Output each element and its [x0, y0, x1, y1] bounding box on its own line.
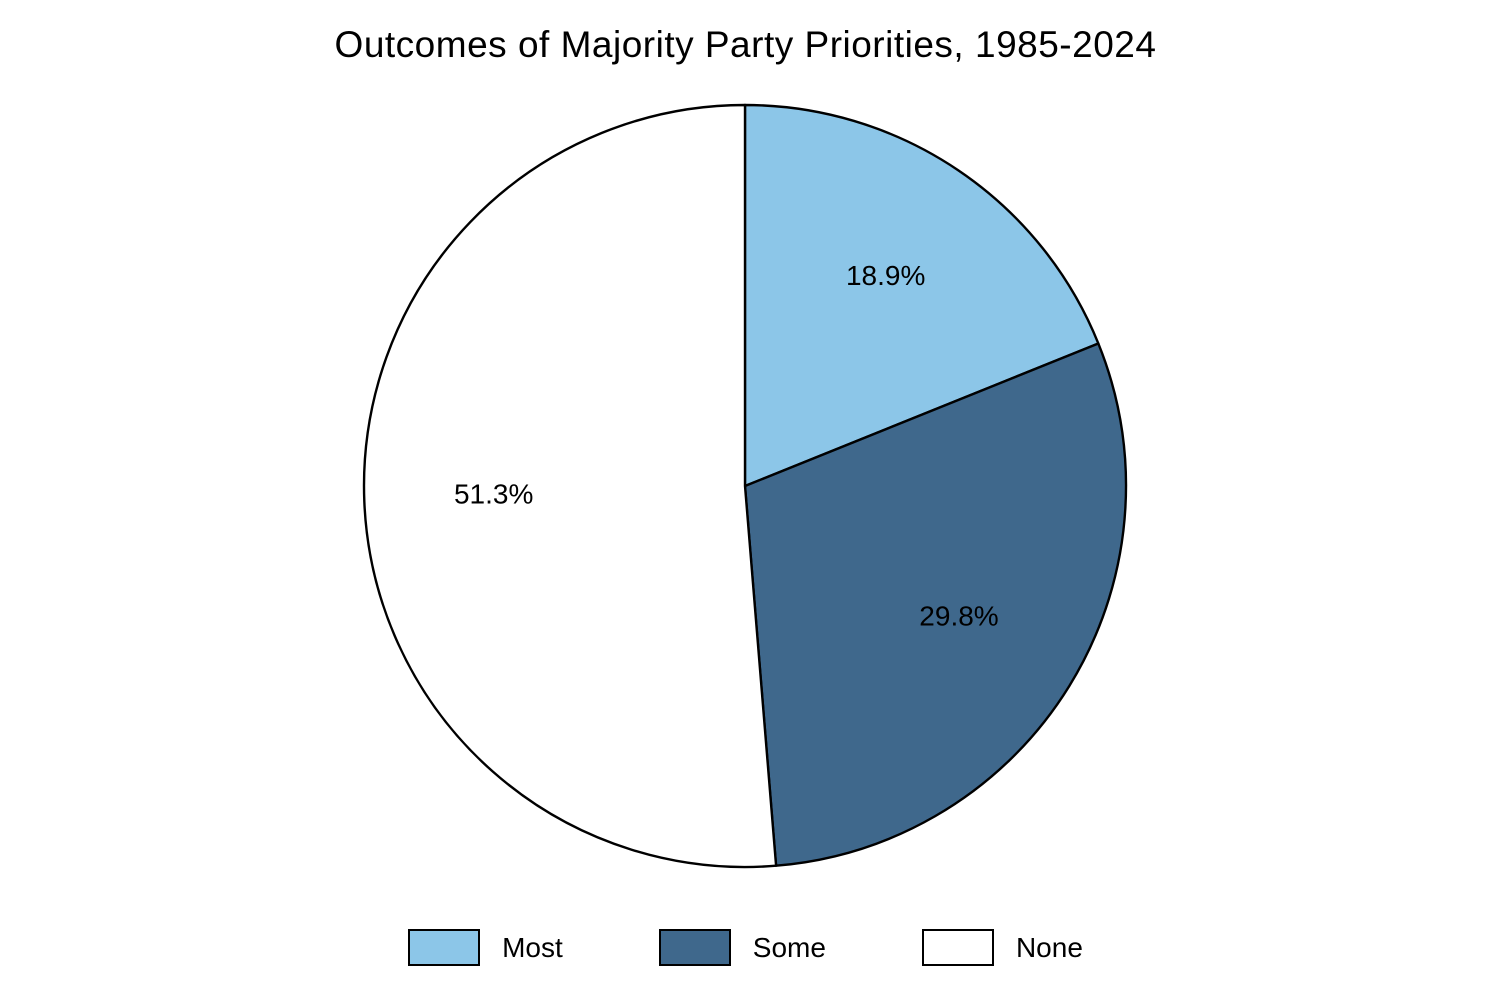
pie-slice-some [743, 342, 1128, 867]
slice-label-some: 29.8% [919, 600, 998, 631]
slice-label-most: 18.9% [846, 260, 925, 291]
legend-label-most: Most [502, 931, 563, 963]
legend-swatch-some [658, 929, 731, 966]
chart-title: Outcomes of Majority Party Priorities, 1… [334, 24, 1157, 65]
legend-swatch-most [408, 929, 481, 966]
pie-slice-most [743, 103, 1100, 488]
pie-slice-none [362, 103, 778, 869]
legend-swatch-none [921, 929, 994, 966]
legend-label-some: Some [752, 931, 826, 963]
legend-item-some: Some [658, 929, 826, 966]
legend: Most Some None [0, 929, 1491, 966]
legend-item-most: Most [408, 929, 563, 966]
legend-label-none: None [1015, 931, 1083, 963]
legend-item-none: None [921, 929, 1083, 966]
slice-label-none: 51.3% [454, 479, 533, 510]
